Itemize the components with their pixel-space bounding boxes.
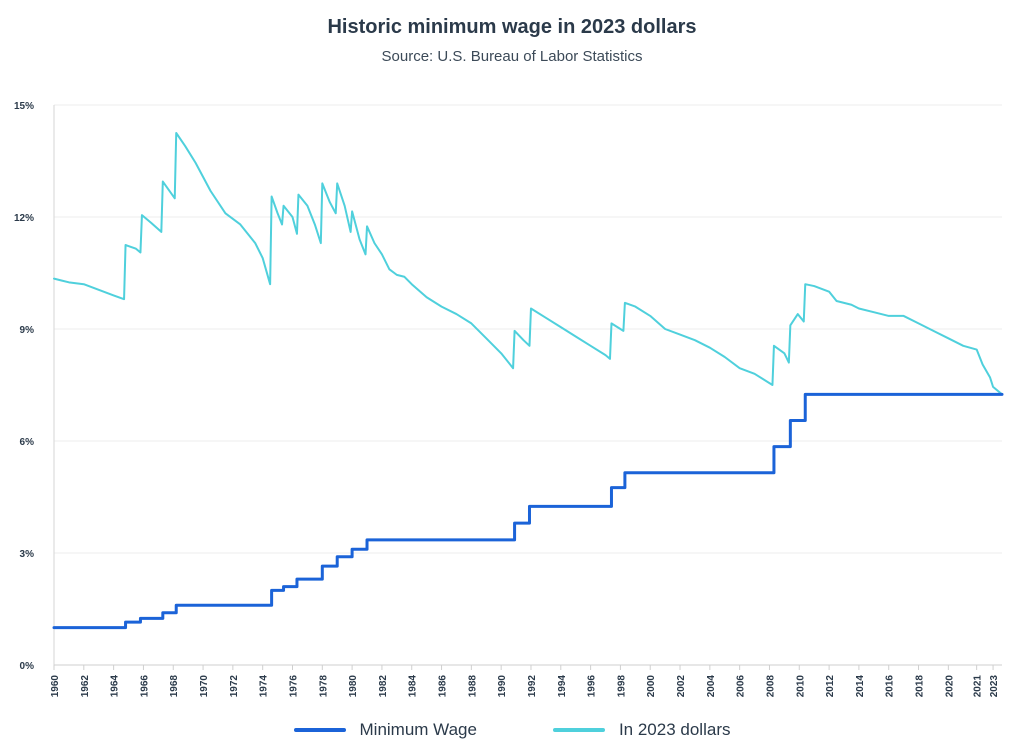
y-tick-label: 0%: [20, 661, 35, 672]
legend-swatch-2023-dollars: [552, 728, 605, 732]
y-tick-label: 9%: [20, 325, 35, 336]
series-line-2023-dollars[interactable]: [53, 132, 1003, 396]
legend-item-2023-dollars[interactable]: In 2023 dollars: [552, 720, 731, 740]
x-tick-label: 2014: [855, 675, 866, 698]
x-tick-label: 2006: [736, 675, 747, 698]
series-line-minimum-wage[interactable]: [52, 392, 1004, 630]
legend-label-minimum-wage: Minimum Wage: [359, 720, 477, 739]
x-tick-label: 2021: [973, 675, 984, 698]
x-tick-label: 1974: [259, 675, 270, 698]
chart-subtitle: Source: U.S. Bureau of Labor Statistics: [381, 48, 643, 65]
x-tick-label: 2020: [944, 675, 955, 698]
chart-title: Historic minimum wage in 2023 dollars: [327, 16, 697, 38]
x-tick-label: 1988: [467, 675, 478, 698]
legend-label-2023-dollars: In 2023 dollars: [618, 720, 731, 739]
axes: 0% 3% 6% 9% 12% 15% 1960 1962 1964 1966 1968 1970 19…: [14, 101, 1002, 697]
x-tick-label: 1960: [50, 675, 61, 698]
x-tick-label: 1990: [497, 675, 508, 698]
series-lines: [52, 132, 1004, 630]
legend-item-minimum-wage[interactable]: Minimum Wage: [293, 720, 477, 740]
legend: Minimum Wage In 2023 dollars: [0, 720, 1024, 740]
x-tick-label: 2004: [706, 675, 717, 698]
x-tick-label: 1976: [288, 675, 299, 698]
x-tick-label: 1978: [318, 675, 329, 698]
x-tick-label: 1992: [527, 675, 538, 698]
x-tick-label: 1972: [229, 675, 240, 698]
x-tick-label: 2018: [915, 675, 926, 698]
x-tick-label: 2002: [676, 675, 687, 698]
x-tick-label: 1994: [557, 675, 568, 698]
y-tick-label: 12%: [14, 213, 34, 224]
grid-lines: [54, 104, 1002, 666]
x-tick-label: 2000: [646, 675, 657, 698]
x-tick-label: 1982: [378, 675, 389, 698]
x-tick-label: 2023: [989, 675, 1000, 698]
y-tick-label: 15%: [14, 101, 34, 112]
x-tick-label: 2010: [795, 675, 806, 698]
y-tick-label: 3%: [20, 549, 35, 560]
x-tick-label: 1966: [139, 675, 150, 698]
x-tick-label: 1964: [110, 675, 121, 698]
legend-swatch-minimum-wage: [293, 728, 346, 732]
x-tick-label: 2016: [885, 675, 896, 698]
x-tick-label: 1980: [348, 675, 359, 698]
x-tick-label: 1996: [587, 675, 598, 698]
x-tick-label: 2012: [825, 675, 836, 698]
x-tick-label: 1984: [408, 675, 419, 698]
x-tick-label: 1970: [199, 675, 210, 698]
x-tick-label: 1986: [438, 675, 449, 698]
x-tick-label: 2008: [765, 675, 776, 698]
x-tick-label: 1962: [80, 675, 91, 698]
x-tick-label: 1998: [616, 675, 627, 698]
y-tick-label: 6%: [20, 437, 35, 448]
x-tick-label: 1968: [169, 675, 180, 698]
